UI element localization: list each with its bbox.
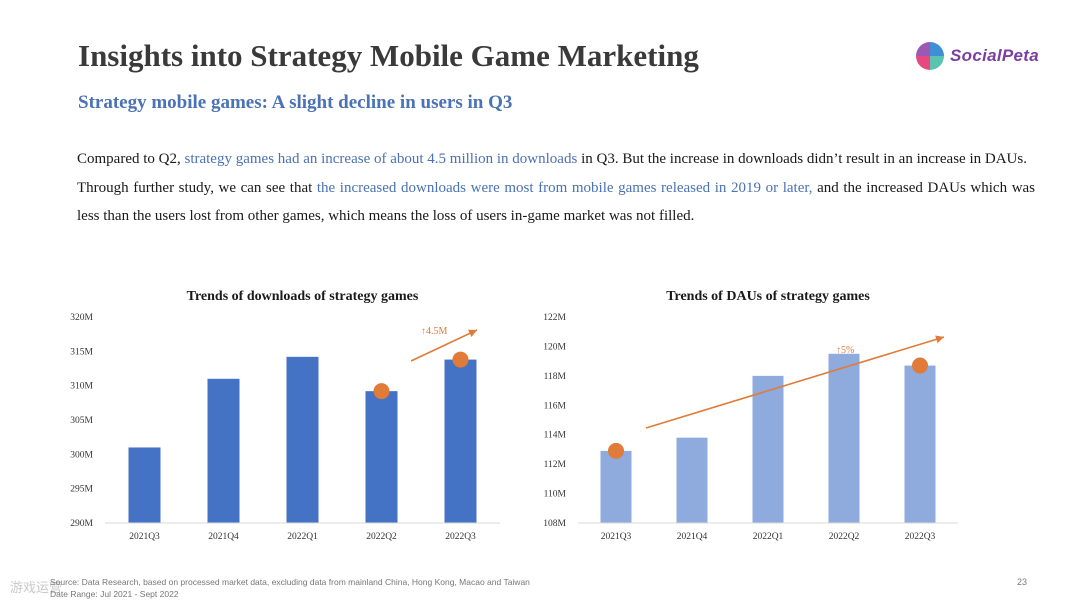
- downloads-bar: [365, 391, 398, 523]
- paragraph-2: Through further study, we can see that t…: [77, 174, 1035, 231]
- dau-bar: [600, 450, 632, 523]
- slide-title: Insights into Strategy Mobile Game Marke…: [78, 38, 699, 73]
- dau-trend-arrow: [645, 336, 945, 429]
- dau-x-tick-label: 2022Q3: [905, 532, 936, 542]
- downloads-y-tick-label: 320M: [70, 313, 93, 323]
- downloads-trend-arrow-head: [468, 329, 477, 338]
- downloads-y-tick-label: 315M: [70, 347, 93, 357]
- paragraph-1-highlight: strategy games had an increase of about …: [184, 151, 578, 167]
- dau-y-tick-label: 110M: [544, 490, 567, 500]
- dau-marker: [912, 357, 928, 374]
- paragraph-2-text: Through further study, we can see that: [77, 179, 317, 196]
- dau-chart-svg: Trends of DAUs of strategy games 122M 120M…: [543, 289, 958, 542]
- slide-subtitle: Strategy mobile games: A slight decline …: [78, 92, 513, 113]
- downloads-trend-annotation: ↑4.5M: [421, 326, 448, 337]
- downloads-y-tick-label: 295M: [70, 485, 93, 495]
- downloads-bar: [444, 359, 477, 523]
- logo-text: SocialPeta: [950, 46, 1039, 65]
- downloads-x-tick-label: 2021Q4: [208, 532, 239, 542]
- downloads-x-tick-label: 2022Q1: [287, 532, 318, 542]
- dau-bar: [676, 437, 708, 523]
- paragraph-1: Compared to Q2, strategy games had an in…: [77, 145, 1035, 174]
- downloads-y-tick-label: 305M: [70, 416, 93, 426]
- dau-x-tick-label: 2022Q2: [829, 532, 860, 542]
- downloads-chart: Trends of downloads of strategy games 320…: [55, 283, 525, 553]
- socialpeta-logo: SocialPeta: [914, 40, 1039, 72]
- dau-y-tick-label: 120M: [543, 342, 566, 352]
- dau-trend-annotation: ↑5%: [836, 345, 854, 356]
- dau-bar: [828, 353, 860, 523]
- downloads-bar: [128, 447, 161, 523]
- dau-y-tick-label: 108M: [543, 519, 566, 529]
- paragraph-1-text-end: in Q3. But the increase in downloads did…: [577, 151, 1027, 167]
- watermark-text: 游戏运营: [10, 580, 63, 595]
- dau-y-tick-label: 122M: [543, 313, 566, 323]
- dau-bar: [904, 365, 936, 523]
- footer-source: Source: Data Research, based on processe…: [50, 576, 530, 600]
- dau-chart: Trends of DAUs of strategy games 122M 120M…: [538, 283, 978, 553]
- socialpeta-logo-icon: [916, 42, 944, 70]
- downloads-bar: [286, 356, 319, 523]
- paragraph-2-highlight: the increased downloads were most from m…: [316, 179, 813, 196]
- downloads-chart-title: Trends of downloads of strategy games: [187, 289, 419, 304]
- source-note: Source: Data Research, based on processe…: [50, 577, 530, 587]
- date-range-note: Date Range: Jul 2021 - Sept 2022: [50, 589, 179, 599]
- paragraph-2-text-end: and the increased DAUs which was less th…: [77, 179, 1036, 225]
- dau-y-tick-label: 114M: [544, 431, 567, 441]
- dau-x-tick-label: 2021Q4: [677, 532, 708, 542]
- downloads-y-tick-label: 290M: [70, 519, 93, 529]
- downloads-x-tick-label: 2022Q3: [445, 532, 476, 542]
- downloads-x-tick-label: 2022Q2: [366, 532, 397, 542]
- dau-chart-title: Trends of DAUs of strategy games: [666, 289, 870, 304]
- dau-y-tick-label: 118M: [544, 372, 567, 382]
- downloads-y-tick-label: 300M: [70, 450, 93, 460]
- downloads-y-tick-label: 310M: [70, 382, 93, 392]
- dau-trend-arrow-head: [935, 335, 944, 344]
- downloads-x-tick-label: 2021Q3: [129, 532, 160, 542]
- downloads-chart-svg: Trends of downloads of strategy games 320…: [70, 289, 500, 542]
- dau-bar: [752, 375, 784, 523]
- dau-x-tick-label: 2021Q3: [601, 532, 632, 542]
- dau-y-tick-label: 116M: [544, 401, 567, 411]
- body-text: Compared to Q2, strategy games had an in…: [77, 145, 1035, 231]
- dau-marker: [608, 442, 624, 459]
- page-number: 23: [1017, 577, 1028, 587]
- paragraph-1-text: Compared to Q2,: [77, 151, 185, 167]
- dau-x-tick-label: 2022Q1: [753, 532, 784, 542]
- downloads-bar: [207, 378, 240, 523]
- downloads-trend-arrow: [410, 329, 478, 362]
- dau-y-tick-label: 112M: [544, 460, 567, 470]
- downloads-marker: [452, 351, 469, 368]
- downloads-marker: [373, 383, 390, 400]
